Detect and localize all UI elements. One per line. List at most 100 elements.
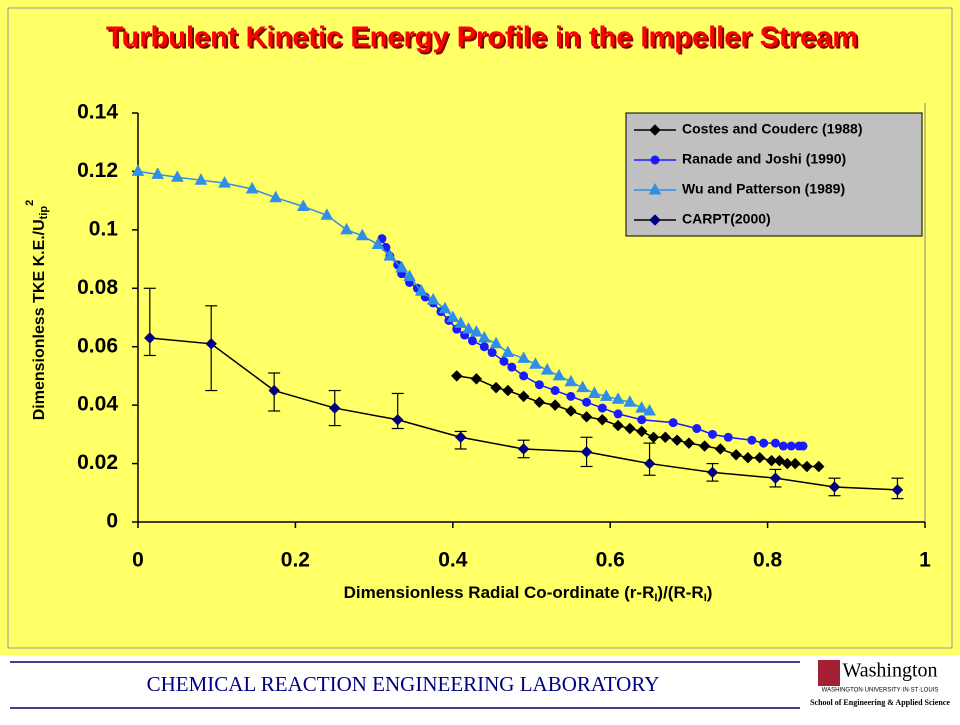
title-shadow: Turbulent Kinetic Energy Profile in the … — [108, 24, 860, 56]
marker — [517, 443, 530, 455]
y-tick-label: 0.12 — [77, 159, 118, 182]
legend-label: Wu and Patterson (1989) — [682, 181, 845, 197]
marker — [576, 380, 590, 393]
footer-background — [0, 655, 960, 720]
marker — [635, 425, 648, 438]
x-tick-label: 0.4 — [438, 549, 468, 572]
y-axis-label: Dimensionless TKE K.E./Utip2 — [24, 200, 50, 421]
marker — [798, 441, 808, 451]
legend-label: Ranade and Joshi (1990) — [682, 151, 846, 167]
marker — [582, 397, 592, 407]
logo-word: Washington — [842, 660, 937, 682]
marker — [643, 403, 656, 416]
x-label-part: )/(R-R — [657, 583, 703, 602]
marker — [643, 457, 656, 470]
marker — [730, 449, 742, 461]
marker — [754, 452, 766, 464]
marker — [891, 484, 904, 496]
y-label-sub: tip — [38, 206, 50, 220]
marker — [648, 182, 662, 195]
x-label-part: ) — [707, 583, 713, 602]
marker — [487, 348, 497, 358]
marker — [588, 386, 601, 398]
marker — [355, 228, 369, 241]
y-tick-label: 0.1 — [89, 217, 119, 240]
x-label-sub: I — [654, 592, 657, 604]
marker — [501, 345, 515, 358]
marker — [747, 435, 757, 445]
marker — [205, 338, 217, 350]
legend-label: Costes and Couderc (1988) — [682, 121, 863, 137]
marker — [454, 431, 467, 443]
marker — [171, 170, 184, 182]
marker — [773, 454, 786, 467]
marker — [659, 431, 671, 443]
x-label-sub: I — [704, 592, 707, 604]
x-label-part: Dimensionless Radial Co-ordinate (r-R — [344, 583, 655, 602]
marker — [671, 434, 683, 446]
logo-university: WASHINGTON·UNIVERSITY·IN·ST·LOUIS — [822, 688, 939, 694]
marker — [499, 356, 509, 366]
marker — [446, 310, 460, 322]
logo-school: School of Engineering & Applied Science — [810, 698, 950, 707]
marker — [340, 222, 353, 235]
y-tick-label: 0.14 — [77, 101, 118, 124]
marker — [624, 422, 636, 435]
marker — [462, 322, 475, 334]
marker — [650, 155, 660, 165]
y-tick-label: 0.06 — [77, 334, 118, 357]
error-bar — [143, 287, 156, 357]
marker — [647, 431, 660, 443]
marker — [714, 443, 727, 455]
marker — [218, 176, 231, 188]
x-tick-label: 0.8 — [753, 549, 783, 572]
marker — [698, 440, 711, 452]
marker — [612, 419, 624, 432]
marker — [623, 395, 637, 407]
marker — [470, 325, 483, 337]
legend-box — [625, 112, 923, 237]
footer-lab: CHEMICAL REACTION ENGINEERING LABORATORY — [147, 672, 660, 696]
marker — [320, 208, 334, 220]
marker — [611, 392, 625, 404]
chart-title: Turbulent Kinetic Energy Profile in the … — [106, 22, 858, 54]
marker — [770, 438, 780, 448]
marker — [533, 396, 546, 408]
x-tick-label: 0 — [132, 549, 144, 572]
x-tick-label: 0.6 — [596, 549, 625, 572]
marker — [564, 374, 578, 387]
slide-border — [7, 7, 953, 649]
marker — [329, 402, 341, 414]
marker — [649, 214, 661, 226]
marker — [801, 460, 813, 473]
marker — [668, 418, 678, 428]
marker — [403, 269, 416, 282]
marker — [467, 336, 477, 346]
x-tick-label: 0.2 — [281, 549, 310, 572]
logo-shield — [818, 660, 840, 686]
y-label-sup: 2 — [24, 200, 36, 206]
marker — [517, 390, 530, 403]
marker — [194, 173, 208, 185]
x-axis-label: Dimensionless Radial Co-ordinate (r-RI)/… — [344, 583, 713, 603]
marker — [580, 411, 593, 423]
marker — [565, 405, 577, 417]
marker — [786, 441, 796, 451]
marker — [742, 452, 754, 464]
marker — [534, 380, 544, 390]
marker — [519, 371, 529, 381]
marker — [550, 386, 560, 396]
y-tick-label: 0.08 — [77, 276, 118, 299]
marker — [540, 363, 554, 375]
legend-label: CARPT(2000) — [682, 211, 771, 227]
marker — [383, 249, 397, 261]
marker — [549, 399, 561, 411]
marker — [723, 432, 733, 442]
marker — [580, 446, 593, 458]
marker — [490, 381, 502, 394]
marker — [708, 429, 718, 439]
y-tick-label: 0 — [106, 510, 118, 533]
marker — [769, 472, 782, 484]
